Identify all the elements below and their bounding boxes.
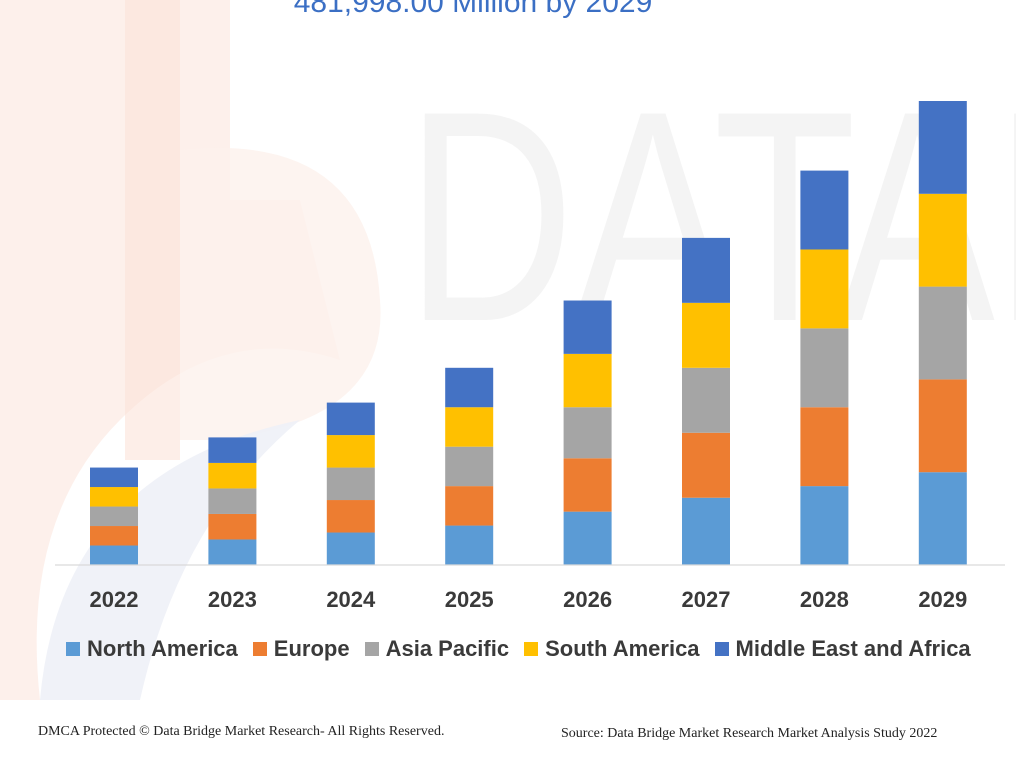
x-tick-label: 2026 [563, 587, 612, 612]
legend-swatch [66, 642, 80, 656]
bar-2024-europe [326, 500, 375, 533]
bar-2029-south-america [918, 193, 967, 287]
bar-2024-south-america [326, 435, 375, 468]
bar-2029-asia-pacific [918, 286, 967, 380]
bar-2024-north-america [326, 532, 375, 565]
legend-label: Asia Pacific [385, 636, 510, 661]
bar-2023-europe [208, 513, 257, 540]
chart-title: 481,998.00 Million by 2029 [293, 0, 653, 19]
bar-2028-middle-east-and-africa [800, 170, 849, 250]
bar-2024-asia-pacific [326, 467, 375, 501]
bar-2025-europe [445, 486, 494, 526]
x-tick-label: 2023 [208, 587, 257, 612]
x-tick-label: 2024 [326, 587, 376, 612]
legend-label: South America [545, 636, 700, 661]
legend-swatch [714, 642, 729, 656]
x-tick-labels: 2022 2023 2024 2025 2026 2027 2028 2029 [90, 587, 968, 612]
bar-2022-europe [90, 526, 138, 546]
bar-2022-middle-east-and-africa [90, 467, 138, 488]
bar-2026-middle-east-and-africa [563, 300, 612, 354]
stacked-bar-chart: 2022 2023 2024 2025 2026 2027 2028 2029 [55, 101, 1005, 612]
bar-2025-middle-east-and-africa [445, 367, 494, 408]
bar-2027-south-america [682, 302, 730, 368]
legend-item-middle-east-and-africa: Middle East and Africa [714, 636, 971, 662]
legend: North America Europe Asia Pacific South Ame… [66, 636, 986, 662]
copyright-notice: DMCA Protected © Data Bridge Market Rese… [38, 724, 445, 739]
legend-label: Middle East and Africa [735, 636, 971, 661]
bar-2027-middle-east-and-africa [682, 237, 730, 303]
legend-item-asia-pacific: Asia Pacific [364, 636, 510, 662]
legend-swatch [524, 642, 539, 656]
bar-2023-south-america [208, 462, 257, 489]
bar-2028-asia-pacific [800, 328, 849, 408]
bar-2029-north-america [918, 472, 967, 565]
x-tick-label: 2029 [918, 587, 967, 612]
x-tick-label: 2027 [682, 587, 731, 612]
bar-2023-middle-east-and-africa [208, 437, 257, 463]
bar-2022-asia-pacific [90, 506, 138, 527]
bar-2022-north-america [90, 545, 138, 565]
x-tick-label: 2022 [90, 587, 139, 612]
bar-2023-asia-pacific [208, 488, 257, 514]
bar-2028-south-america [800, 249, 849, 329]
bar-2029-middle-east-and-africa [918, 101, 967, 194]
bar-2026-europe [563, 458, 612, 512]
legend-item-europe: Europe [252, 636, 350, 662]
bar-2027-asia-pacific [682, 367, 730, 433]
bars-layer [90, 101, 967, 565]
legend-swatch [364, 642, 379, 656]
bar-2025-asia-pacific [445, 446, 494, 487]
legend-item-south-america: South America [524, 636, 700, 662]
x-tick-label: 2025 [445, 587, 494, 612]
bar-2023-north-america [208, 539, 257, 565]
bar-2026-asia-pacific [563, 407, 612, 459]
bar-2027-europe [682, 432, 730, 498]
legend-label: North America [87, 636, 238, 661]
legend-item-north-america: North America [66, 636, 238, 662]
bar-2029-europe [918, 379, 967, 473]
legend-label: Europe [273, 636, 350, 661]
bar-2027-north-america [682, 497, 730, 565]
bar-2022-south-america [90, 487, 138, 507]
bar-2025-south-america [445, 407, 494, 447]
x-tick-label: 2028 [800, 587, 849, 612]
bar-2026-north-america [563, 511, 612, 565]
source-note: Source: Data Bridge Market Research Mark… [561, 726, 938, 741]
bar-2024-middle-east-and-africa [326, 402, 375, 436]
bar-2025-north-america [445, 525, 494, 565]
bar-2028-europe [800, 407, 849, 487]
bar-2028-north-america [800, 486, 849, 565]
bar-2026-south-america [563, 353, 612, 408]
legend-swatch [252, 642, 267, 656]
